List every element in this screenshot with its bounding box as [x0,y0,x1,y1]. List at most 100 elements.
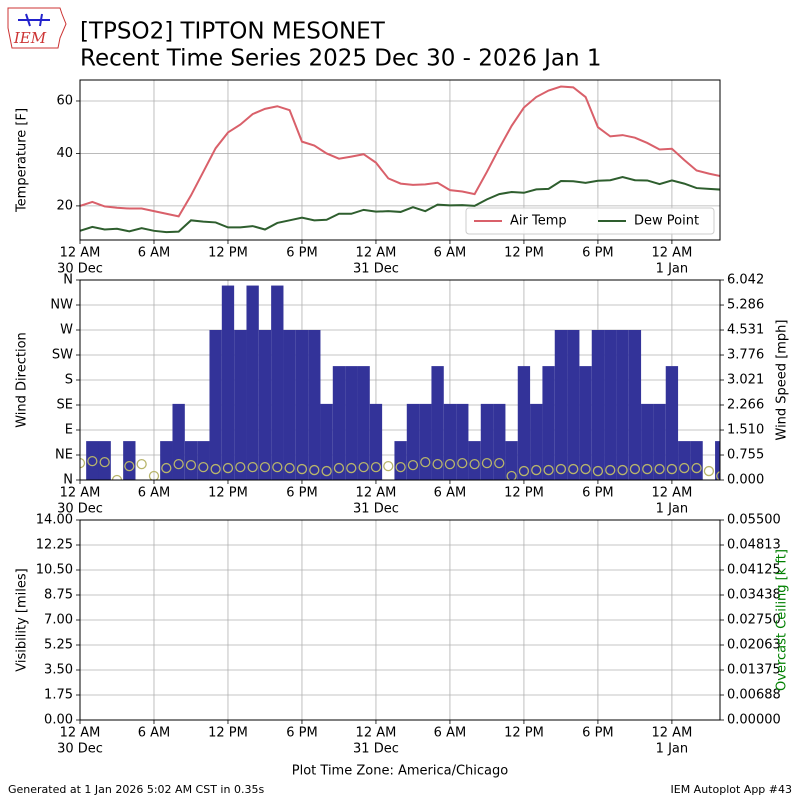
chart-title: [TPSO2] TIPTON MESONET [80,19,386,45]
y-tick-label: 14.00 [36,513,73,528]
bar [628,330,642,480]
y2-tick-label: 0.04125 [727,563,781,578]
bar [406,403,420,480]
y-tick-label: 5.25 [44,638,73,653]
bar [332,366,346,480]
bar [160,441,173,480]
x-tick-date: 31 Dec [353,742,399,757]
x-tick-label: 12 AM [60,486,101,501]
bar [542,366,555,480]
x-tick-date: 1 Jan [656,502,688,517]
wind-speed-point [284,462,295,474]
y-tick-label: 8.75 [44,588,73,603]
bar [221,285,235,480]
y2-tick-label: 4.531 [727,323,764,338]
plot-frame [79,279,721,481]
wind-speed-point [383,460,394,472]
wind-speed-point [716,471,720,480]
y-tick-label: SW [52,348,73,363]
x-tick-date: 1 Jan [656,262,688,277]
footer-left: Generated at 1 Jan 2026 5:02 AM CST in 0… [8,783,264,796]
bar [480,403,494,480]
y-tick-label: N [63,273,73,288]
x-tick-label: 6 AM [434,486,467,501]
wind-speed-point [555,463,567,475]
wind-speed-point [161,462,172,474]
line-series [80,176,720,234]
x-tick-date: 1 Jan [656,742,688,757]
y-tick-label: NW [50,298,73,313]
x-tick-label: 12 PM [208,486,248,501]
wind-speed-point [309,464,320,476]
y2-tick-label: 1.510 [727,423,764,438]
plot-frame [79,79,721,241]
y2-tick-label: 2.266 [727,397,764,412]
x-tick-label: 12 PM [504,246,544,261]
y2-tick-label: 6.042 [727,273,764,288]
bar [616,330,629,480]
wind-speed-point [148,470,160,480]
y2-tick-label: 0.04813 [727,538,781,553]
bar [209,330,222,480]
y2-tick-label: 0.00000 [727,713,781,728]
y-tick-label: 1.75 [44,688,73,703]
bar [653,403,666,480]
wind-speed-point [679,462,690,474]
wind-speed-point [198,461,209,473]
wind-speed-point [666,463,678,475]
wind-speed-point [629,463,641,475]
x-tick-date: 30 Dec [57,502,103,517]
bar [567,330,580,480]
bar [308,330,321,480]
bar [283,330,296,480]
bar [295,330,309,480]
legend-label: Air Temp [510,214,567,229]
y2-tick-label: 0.755 [727,448,764,463]
y-axis-label: Wind Direction [15,332,30,428]
x-tick-label: 6 AM [138,726,171,741]
wind-speed-point [543,464,554,476]
bar [123,441,136,480]
wind-speed-point [457,457,468,469]
y-tick-label: 20 [56,198,73,213]
wind-speed-point [691,462,702,474]
y-tick-label: E [65,423,73,438]
plot-frame [79,519,721,721]
bar [431,366,444,480]
wind-speed-point [210,463,221,475]
x-tick-label: 12 AM [60,726,101,741]
y-axis-label: Temperature [F] [15,108,30,213]
bar [419,403,432,480]
plot-area [80,285,720,480]
line-series [80,85,720,218]
x-tick-label: 6 AM [138,246,171,261]
x-tick-label: 6 AM [434,246,467,261]
y2-tick-label: 0.03438 [727,588,781,603]
bar [641,403,654,480]
y2-tick-label: 3.776 [727,348,764,363]
logo-text: IEM [13,29,47,47]
plot-area [80,85,720,234]
x-tick-label: 12 PM [504,486,544,501]
bar [493,403,506,480]
bar [604,330,617,480]
wind-speed-point [592,465,604,477]
wind-speed-point [296,463,308,475]
bar [554,330,568,480]
legend: Air Temp Dew Point [465,207,715,235]
x-tick-label: 12 AM [356,726,397,741]
wind-speed-point [568,463,579,475]
y2-tick-label: 3.021 [727,373,764,388]
wind-speed-point [420,456,431,468]
bar [690,441,703,480]
x-tick-date: 30 Dec [57,742,103,757]
x-tick-label: 6 PM [286,486,317,501]
bar [505,441,518,480]
bar [98,441,111,480]
y-tick-label: NE [55,448,73,463]
x-tick-label: 12 AM [356,246,397,261]
x-tick-label: 12 AM [60,246,101,261]
legend-label: Dew Point [634,214,699,229]
y2-tick-label: 5.286 [727,298,764,313]
y2-axis-label: Wind Speed [mph] [775,320,790,441]
